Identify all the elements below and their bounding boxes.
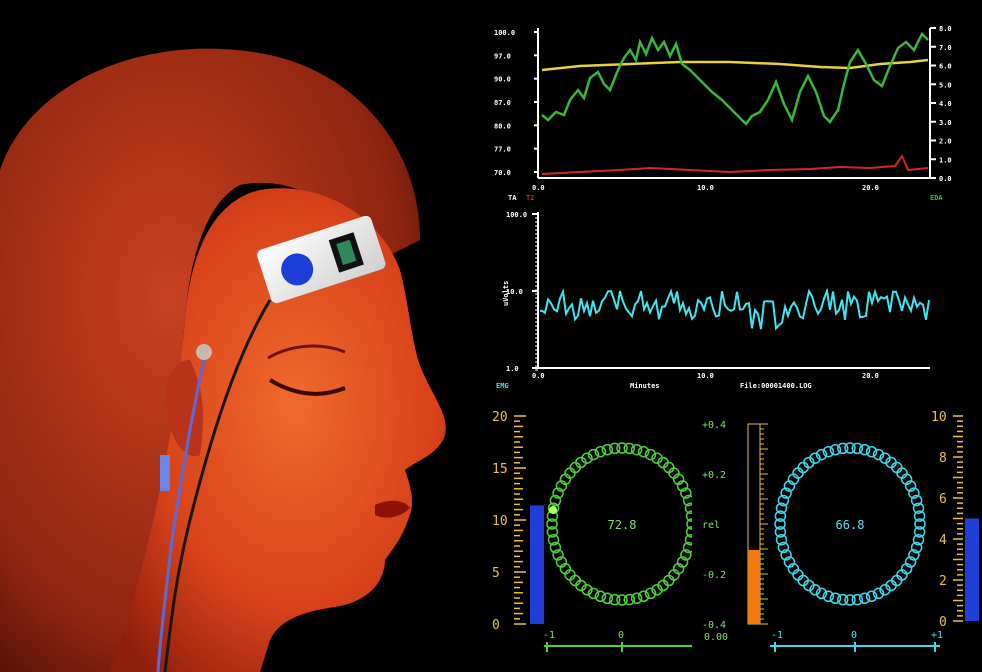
center-gauge-tick-label: -0.2 [702, 570, 726, 581]
center-gauge-tick-label: -0.4 [702, 620, 726, 631]
left-readout: 72.8 [608, 518, 637, 532]
top-right-ticks: 8.0 7.0 6.0 5.0 4.0 3.0 2.0 1.0 0.0 [930, 25, 952, 183]
right-gauge-tick-label: 10 [931, 410, 947, 425]
y-axis-label: uVolts [502, 281, 510, 306]
top-left-ticks: 100.0 97.0 90.0 87.0 80.0 77.0 70.0 [494, 29, 538, 177]
right-ring [774, 442, 926, 606]
center-gauge-tick-label: +0.2 [702, 470, 726, 481]
center-level-bar [748, 550, 760, 624]
top-right-tick-label: 4.0 [939, 100, 952, 108]
top-x-tick-label: 10.0 [697, 184, 714, 192]
top-right-tick-label: 3.0 [939, 119, 952, 127]
ear [165, 360, 203, 457]
right-x-tick-label: -1 [771, 630, 783, 641]
right-readout: 66.8 [836, 518, 865, 532]
left-x-ticks: -10+1 [543, 630, 624, 652]
x-axis-label: Minutes [630, 382, 660, 390]
mid-y-tick-label: 10.0 [506, 288, 523, 296]
right-gauge-tick-label: 0 [939, 615, 947, 630]
left-gauge-ticks: 20 15 10 5 0 [492, 410, 526, 633]
file-label: File:00001400.LOG [740, 382, 812, 390]
top-right-tick-label: 2.0 [939, 138, 952, 146]
top-right-tick-label: 7.0 [939, 44, 952, 52]
left-gauge-tick-label: 5 [492, 566, 500, 581]
electrode-wire-1 [163, 299, 272, 672]
mid-x-tick-label: 10.0 [697, 372, 714, 380]
left-gauge-tick-label: 10 [492, 514, 508, 529]
center-gauge-tick-label: rel [702, 520, 720, 531]
top-x-ticks: 0.0 10.0 20.0 [532, 184, 879, 192]
ring-marker [549, 506, 557, 514]
mid-x-tick-label: 0.0 [532, 372, 545, 380]
right-gauge-tick-label: 8 [939, 451, 947, 466]
left-level-bar [530, 505, 544, 624]
top-x-tick-label: 20.0 [862, 184, 879, 192]
ear-clip [196, 344, 212, 360]
top-graph: 100.0 97.0 90.0 87.0 80.0 77.0 70.0 8.0 7.0 6.0 5… [494, 25, 952, 202]
mid-x-ticks: 0.0 10.0 20.0 [532, 372, 879, 380]
emg-trace [539, 287, 930, 331]
label-ta: TA [508, 194, 517, 202]
left-x-tick-label: -1 [543, 630, 555, 641]
top-left-tick-label: 100.0 [494, 29, 515, 37]
left-gauge-tick-label: 15 [492, 462, 508, 477]
top-right-tick-label: 5.0 [939, 81, 952, 89]
left-x-tick-label: 0 [618, 630, 624, 641]
closed-eye [268, 378, 346, 396]
electrode-wire-2 [156, 354, 207, 672]
mid-x-tick-label: 20.0 [862, 372, 879, 380]
top-right-tick-label: 1.0 [939, 156, 952, 164]
top-right-tick-label: 0.0 [939, 175, 952, 183]
right-gauge-tick-label: 4 [939, 533, 947, 548]
label-eda: EDA [930, 194, 943, 202]
top-left-tick-label: 77.0 [494, 146, 511, 154]
gsr-trace [541, 31, 929, 126]
lips [375, 500, 410, 518]
wire-connector [160, 455, 170, 491]
left-gauge-tick-label: 20 [492, 410, 508, 425]
right-gauge-ticks: 10 8 6 4 2 0 [931, 410, 963, 630]
emg-label: EMG [496, 382, 509, 390]
temperature-trace [541, 58, 929, 72]
left-gauge-tick-label: 0 [492, 618, 500, 633]
left-ring [546, 442, 692, 606]
mid-y-ticks: 100.0 10.0 1.0 [506, 211, 538, 373]
right-level-bar [965, 518, 979, 621]
top-left-tick-label: 97.0 [494, 52, 511, 60]
top-x-tick-label: 0.0 [532, 184, 545, 192]
top-left-tick-label: 87.0 [494, 99, 511, 107]
label-t2: T2 [526, 194, 534, 202]
mid-graph: 100.010.01.0 0.0 10.0 20.0 uVolts Minutes … [496, 211, 930, 390]
face [110, 188, 446, 672]
top-left-tick-label: 90.0 [494, 76, 511, 84]
top-right-tick-label: 8.0 [939, 25, 952, 33]
top-left-tick-label: 70.0 [494, 169, 511, 177]
right-gauge-tick-label: 6 [939, 492, 947, 507]
center-gauge-tick-label: +0.4 [702, 420, 726, 431]
center-gauge-ticks: +0.4 +0.2 rel -0.2 -0.4 [702, 420, 768, 631]
mid-y-tick-label: 1.0 [506, 365, 519, 373]
heart-rate-trace [541, 153, 929, 175]
top-right-tick-label: 6.0 [939, 63, 952, 71]
mid-y-tick-label: 100.0 [506, 211, 527, 219]
forehead-electrode [257, 215, 386, 304]
hair [0, 48, 420, 672]
center-bottom-value: 0.00 [704, 632, 728, 643]
right-x-ticks: -1 0 +1 [771, 630, 943, 652]
right-x-tick-label: 0 [851, 630, 857, 641]
right-gauge-tick-label: 2 [939, 574, 947, 589]
top-left-tick-label: 80.0 [494, 122, 511, 130]
right-x-tick-label: +1 [931, 630, 943, 641]
center-gauge: +0.4 +0.2 rel -0.2 -0.4 0.00 [702, 420, 768, 643]
